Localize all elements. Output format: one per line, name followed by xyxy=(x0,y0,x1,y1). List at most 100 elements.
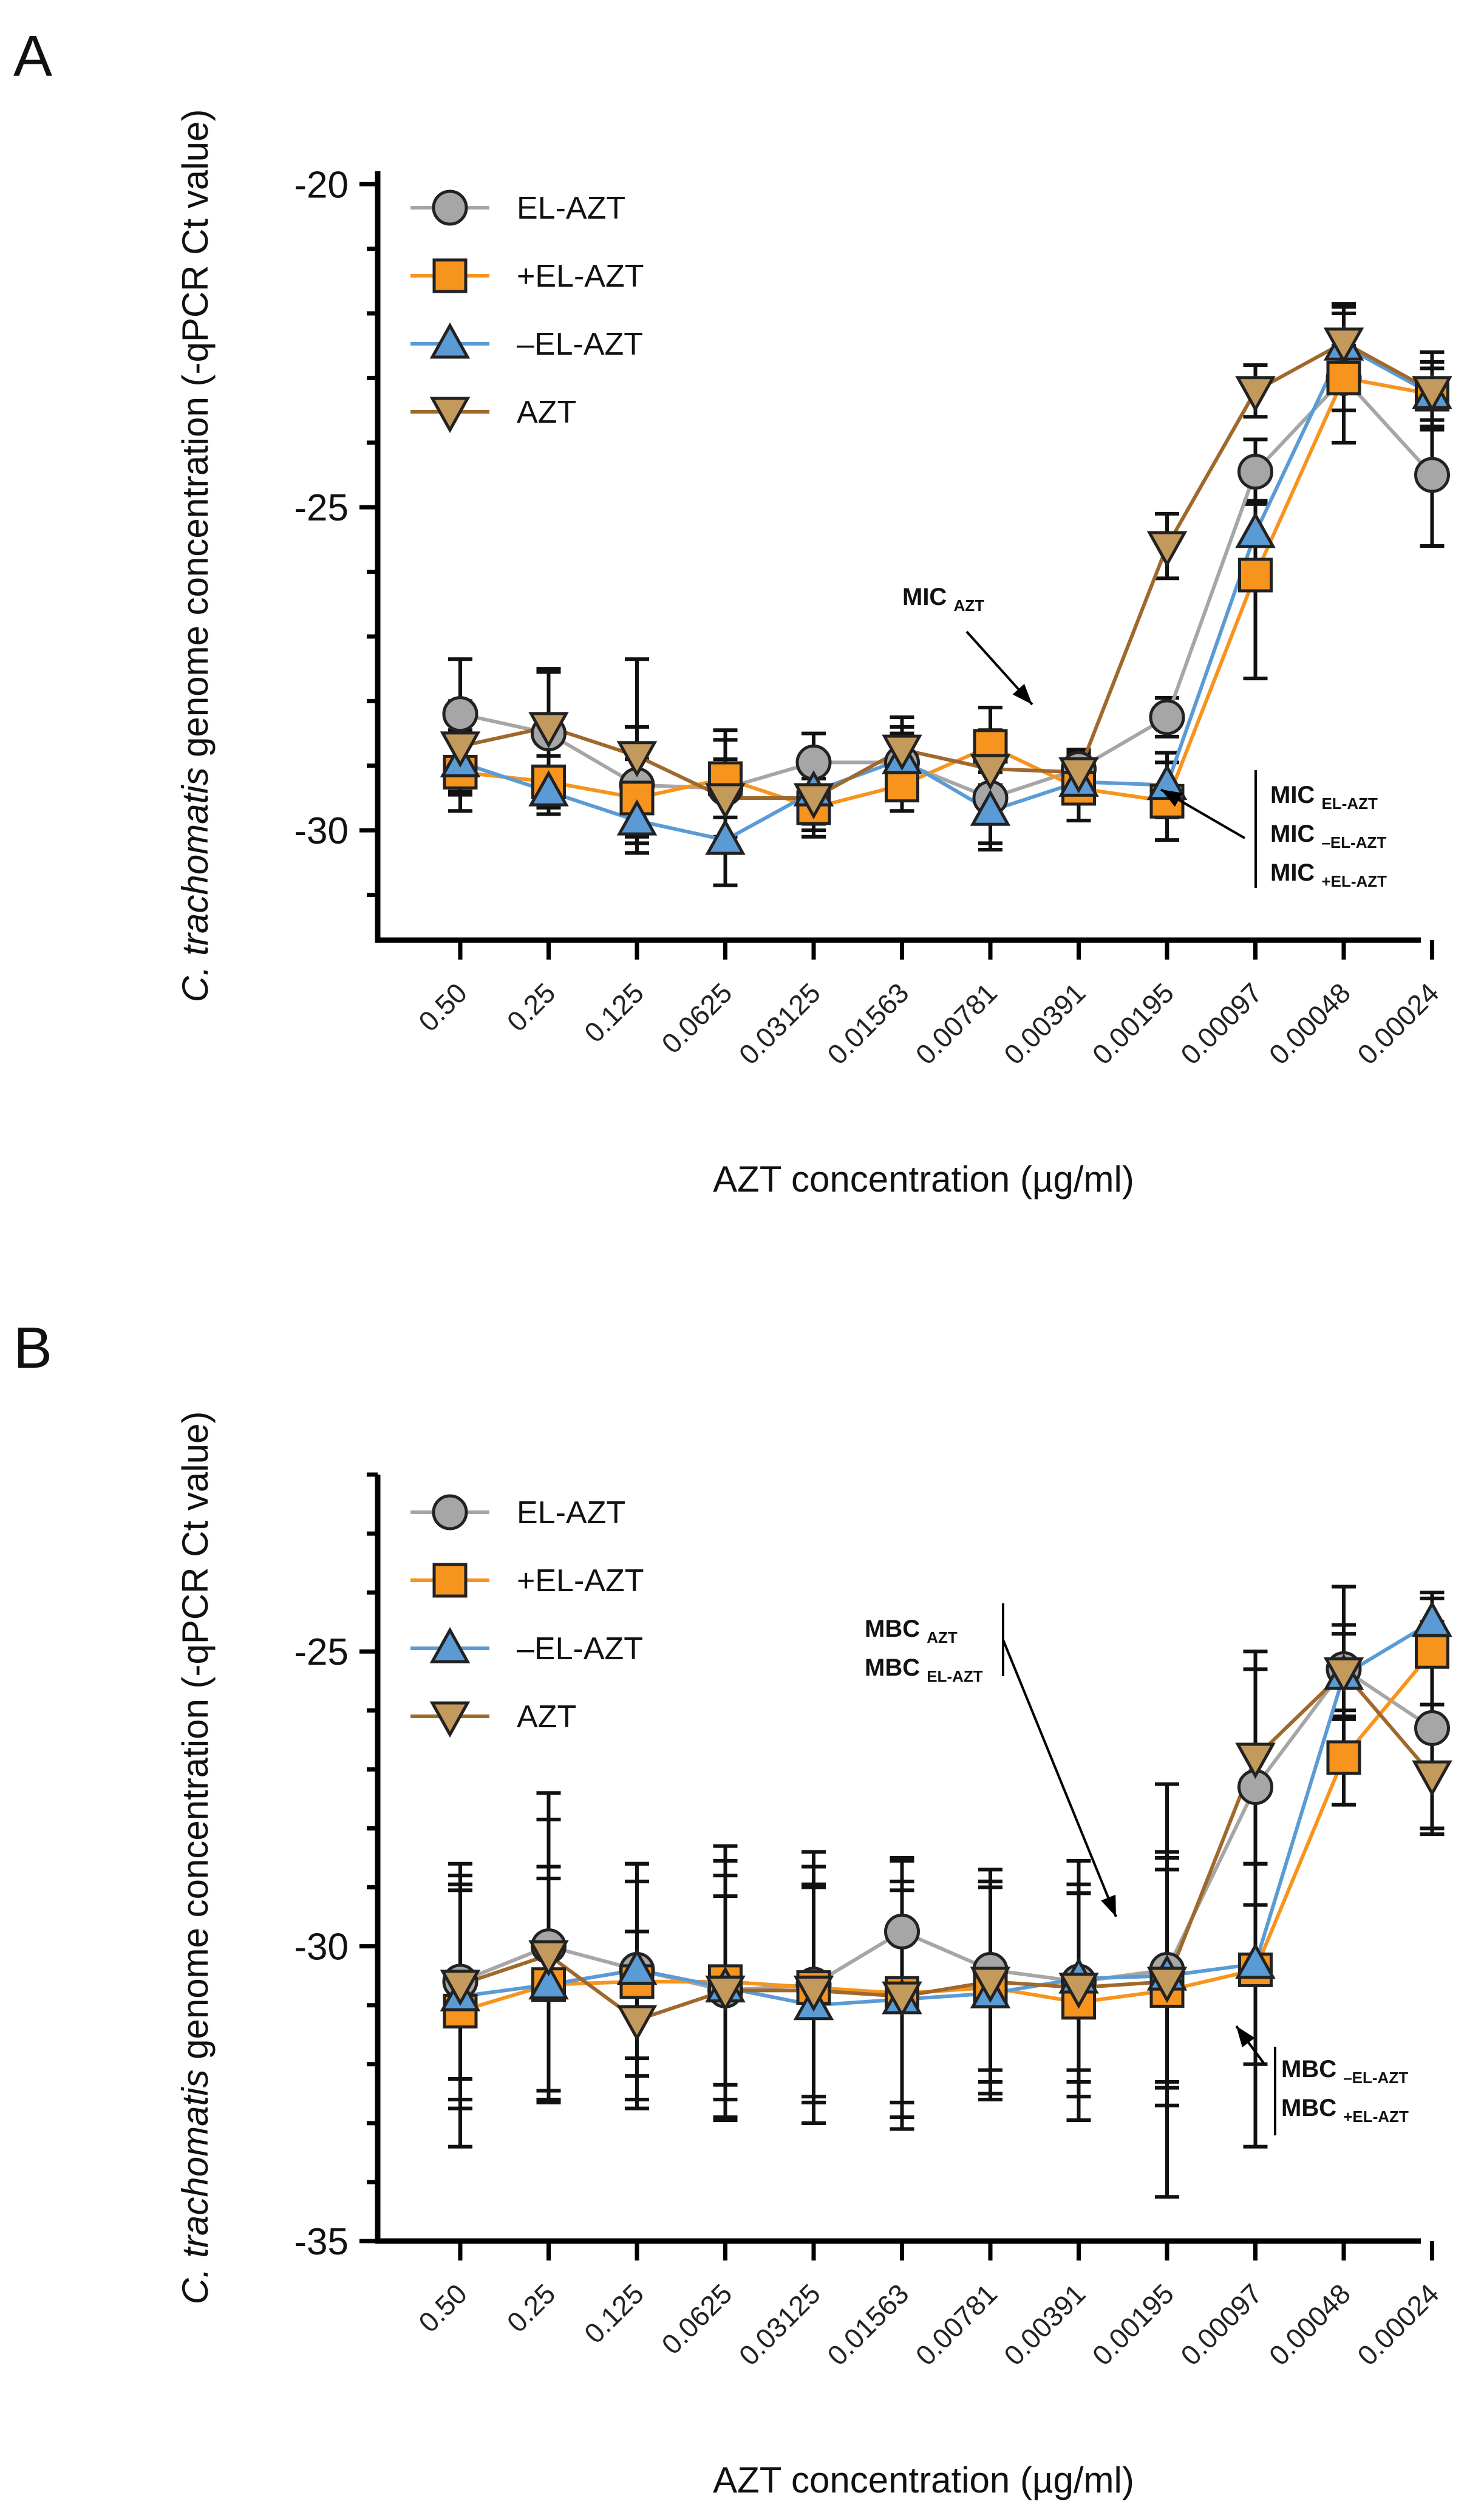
legend-marker xyxy=(432,258,468,293)
data-point xyxy=(616,799,658,836)
x-tick-label: 0.00781 xyxy=(910,2277,1003,2371)
data-point xyxy=(970,790,1011,826)
x-tick-label: 0.00097 xyxy=(1174,977,1268,1070)
panel-b: B -25 -30 -35 0.50 0.25 0.125 0.06250.031250.01… xyxy=(13,1315,1452,2500)
annotation-sub: AZT xyxy=(927,1628,958,1646)
x-axis-title: AZT concentration (µg/ml) xyxy=(713,2460,1134,2500)
data-point xyxy=(970,1967,1011,2003)
data-point xyxy=(882,1981,922,2018)
annotation-main: MBC xyxy=(865,1654,927,1681)
x-tick-label: 0.00048 xyxy=(1263,977,1356,1070)
y-tick-label: -25 xyxy=(294,487,349,529)
annotation-main: MIC xyxy=(1270,859,1321,886)
legend-label: AZT xyxy=(517,1699,576,1735)
data-point xyxy=(1058,1973,1099,2009)
x-tick-label: 0.00024 xyxy=(1351,2277,1445,2371)
data-point xyxy=(884,1913,920,1950)
annotation-label: MBC AZT xyxy=(865,1616,958,1646)
data-point xyxy=(1412,1760,1452,1797)
annotation-label: MIC AZT xyxy=(902,584,984,615)
data-point xyxy=(1415,1634,1449,1669)
data-point xyxy=(1326,1740,1361,1775)
annotation-label: MIC +EL-AZT xyxy=(1270,859,1387,890)
annotation-main: MBC xyxy=(1281,2056,1343,2083)
x-tick-label: 0.0625 xyxy=(655,2277,738,2360)
data-point xyxy=(1412,376,1452,412)
data-point xyxy=(616,741,658,777)
data-point xyxy=(970,754,1011,791)
x-tick-label: 0.125 xyxy=(578,2277,650,2349)
x-tick-label: 0.0625 xyxy=(655,977,738,1059)
data-point xyxy=(1414,1710,1450,1746)
x-tick-label: 0.25 xyxy=(500,2277,561,2338)
x-tick-label: 0.00195 xyxy=(1086,977,1180,1070)
panel-a: A -20 -25 -30 0.50 0.25 0.125 0.06250.031250.01… xyxy=(13,24,1452,1199)
x-tick-label: 0.00195 xyxy=(1086,2277,1180,2371)
error-bars-azt xyxy=(448,1623,1445,2110)
data-point xyxy=(442,696,478,732)
legend-marker xyxy=(429,1701,471,1738)
legend-label: AZT xyxy=(517,395,576,430)
x-tick-label: 0.50 xyxy=(412,977,473,1037)
series-line-minus-el-azt xyxy=(460,343,1433,842)
data-point xyxy=(528,1963,569,2000)
y-axis-title: C. trachomatis genome concentration (-qP… xyxy=(175,1411,216,2305)
annotation-sub: EL-AZT xyxy=(1321,794,1378,813)
x-tick-label: 0.00391 xyxy=(998,977,1091,1070)
annotation-main: MIC xyxy=(1270,782,1321,808)
data-point xyxy=(616,1948,658,1985)
annotations: MIC AZT MIC EL-AZT MIC –EL-AZT MIC +EL-AZT xyxy=(902,584,1387,890)
data-point xyxy=(1412,1600,1452,1637)
legend-marker xyxy=(432,189,468,226)
data-point xyxy=(1414,457,1450,493)
x-tick-label: 0.00391 xyxy=(998,2277,1091,2371)
legend-label: +EL-AZT xyxy=(517,1563,644,1598)
y-tick-label: -25 xyxy=(294,1631,349,1673)
data-point xyxy=(1146,1967,1188,2003)
data-point xyxy=(705,818,746,855)
y-axis-title: C. trachomatis genome concentration (-qP… xyxy=(175,109,216,1003)
x-tick-label: 0.25 xyxy=(500,977,561,1037)
x-tick-label: 0.50 xyxy=(412,2277,473,2338)
data-point xyxy=(882,734,922,771)
legend-label: +EL-AZT xyxy=(517,259,644,294)
data-point xyxy=(528,712,569,749)
x-tick-label: 0.125 xyxy=(578,977,650,1048)
annotation-main: MIC xyxy=(1270,821,1321,847)
x-tick-label: 0.01563 xyxy=(821,2277,914,2371)
annotation-label: MIC EL-AZT xyxy=(1270,782,1378,813)
annotation-arrow-line xyxy=(1002,1639,1117,1917)
data-point xyxy=(705,1975,746,2012)
data-point xyxy=(1146,763,1188,800)
y-tick-label: -30 xyxy=(294,810,349,852)
legend-marker xyxy=(429,397,471,434)
series-line-azt xyxy=(460,1669,1434,2022)
data-point xyxy=(440,1970,481,2006)
annotation-sub: +EL-AZT xyxy=(1343,2107,1409,2126)
data-point xyxy=(1146,531,1188,568)
legend-marker xyxy=(432,1563,468,1598)
panel-letter: B xyxy=(13,1315,52,1380)
series-line-plus-el-azt xyxy=(460,1650,1434,2013)
data-point xyxy=(528,770,569,807)
legend-marker xyxy=(432,1494,468,1530)
data-point xyxy=(1235,1742,1276,1779)
data-point xyxy=(1149,699,1185,735)
legend: EL-AZT +EL-AZT –EL-AZT AZT xyxy=(410,189,644,434)
data-point xyxy=(440,731,481,768)
annotation-arrow-head xyxy=(1161,790,1183,807)
annotation-label: MBC +EL-AZT xyxy=(1281,2095,1409,2126)
annotation-main: MBC xyxy=(865,1616,927,1642)
data-point xyxy=(619,780,655,816)
annotation-label: MIC –EL-AZT xyxy=(1270,821,1386,851)
data-point xyxy=(528,1940,569,1977)
annotation-arrow-head xyxy=(1236,2026,1255,2048)
data-point xyxy=(1326,360,1361,395)
x-tick-label: 0.00024 xyxy=(1351,977,1445,1070)
data-point xyxy=(616,2005,658,2042)
series-line-el-azt xyxy=(459,1667,1434,1993)
data-point xyxy=(1323,1657,1364,1694)
y-tick-label: -35 xyxy=(294,2221,349,2263)
